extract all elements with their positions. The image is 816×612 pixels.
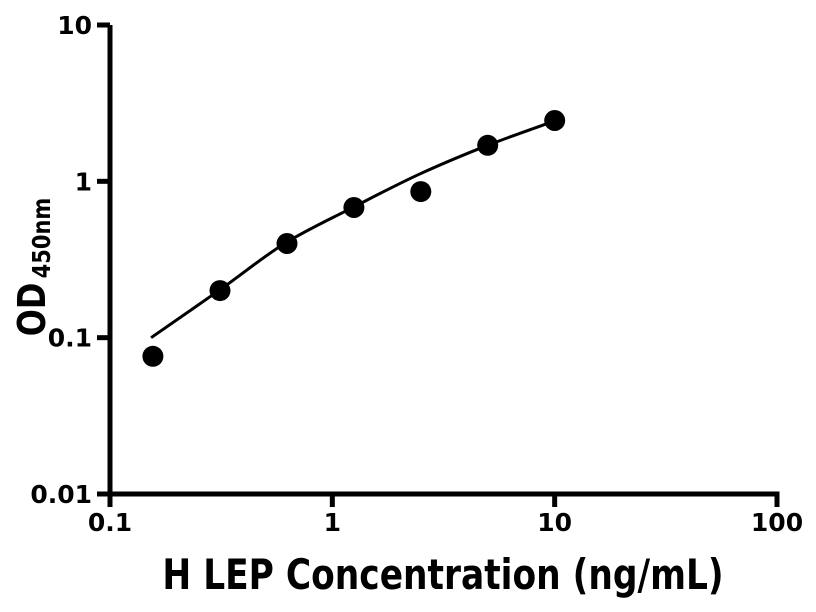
data-point bbox=[410, 181, 432, 203]
y-tick-label: 0.1 bbox=[48, 324, 92, 353]
x-tick-label: 0.1 bbox=[88, 508, 132, 537]
data-point bbox=[276, 233, 298, 254]
data-point bbox=[343, 197, 365, 218]
data-point bbox=[142, 345, 164, 367]
y-tick-label: 0.01 bbox=[30, 480, 92, 509]
x-tick-label: 100 bbox=[751, 508, 803, 537]
y-tick-label: 1 bbox=[75, 167, 92, 196]
x-tick-label: 10 bbox=[537, 508, 572, 537]
y-axis-title: OD 450nm bbox=[10, 198, 56, 337]
y-axis-title-main: OD bbox=[10, 283, 54, 337]
y-tick-label: 10 bbox=[57, 11, 92, 40]
data-point bbox=[477, 134, 499, 156]
axes bbox=[97, 22, 780, 507]
y-axis-title-subscript: 450nm bbox=[28, 198, 56, 279]
data-points-group bbox=[142, 110, 566, 367]
x-axis-title: H LEP Concentration (ng/mL) bbox=[162, 551, 723, 600]
x-tick-label: 1 bbox=[324, 508, 341, 537]
data-point bbox=[544, 110, 566, 131]
data-point bbox=[209, 280, 231, 302]
